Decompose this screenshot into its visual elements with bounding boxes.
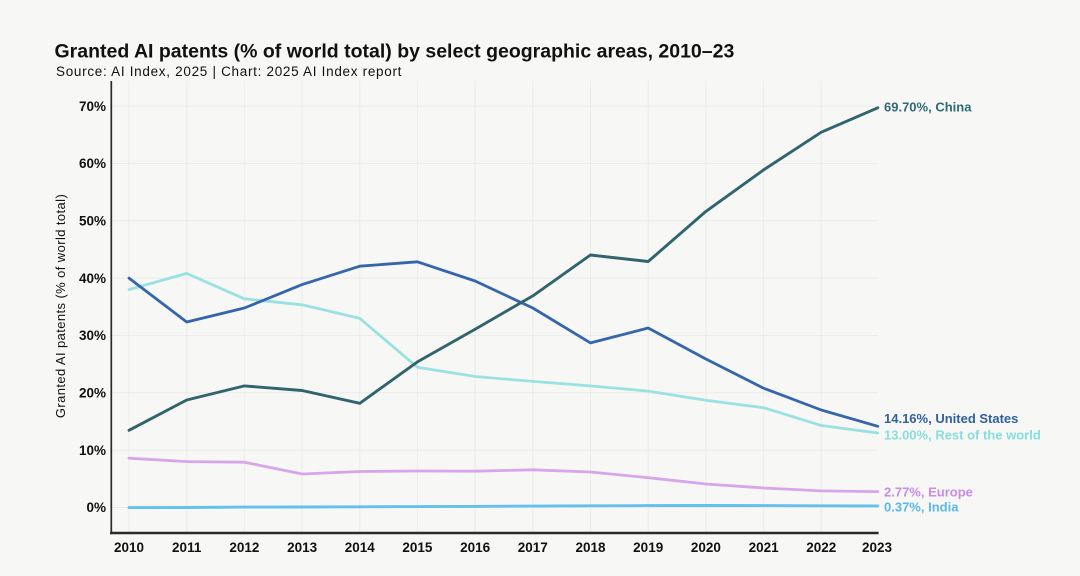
svg-text:2022: 2022	[806, 540, 836, 555]
svg-text:10%: 10%	[79, 443, 106, 458]
svg-text:2020: 2020	[691, 540, 721, 555]
svg-text:Source: AI Index, 2025 | Chart: Source: AI Index, 2025 | Chart: 2025 AI …	[56, 64, 402, 79]
svg-text:50%: 50%	[79, 214, 106, 229]
svg-text:2014: 2014	[345, 540, 376, 555]
svg-text:69.70%, China: 69.70%, China	[884, 100, 972, 115]
svg-text:0.37%, India: 0.37%, India	[884, 500, 959, 515]
svg-text:2013: 2013	[287, 540, 318, 555]
svg-text:70%: 70%	[79, 99, 106, 114]
svg-text:2015: 2015	[402, 540, 433, 555]
svg-text:0%: 0%	[86, 500, 106, 515]
svg-text:60%: 60%	[79, 156, 106, 171]
svg-text:2012: 2012	[229, 540, 259, 555]
svg-text:13.00%, Rest of the world: 13.00%, Rest of the world	[884, 428, 1041, 443]
svg-text:40%: 40%	[79, 271, 106, 286]
svg-text:2017: 2017	[518, 540, 548, 555]
svg-text:2.77%, Europe: 2.77%, Europe	[884, 484, 973, 499]
svg-text:Granted AI patents (% of world: Granted AI patents (% of world total) by…	[55, 41, 735, 63]
svg-text:2023: 2023	[862, 540, 893, 555]
svg-text:2021: 2021	[749, 540, 780, 555]
svg-text:2010: 2010	[114, 540, 144, 555]
svg-text:14.16%, United States: 14.16%, United States	[884, 411, 1018, 426]
svg-text:Granted AI patents (% of world: Granted AI patents (% of world total)	[53, 194, 68, 418]
svg-text:2011: 2011	[172, 540, 202, 555]
svg-text:20%: 20%	[79, 386, 106, 401]
svg-text:2018: 2018	[575, 540, 606, 555]
svg-text:2019: 2019	[633, 540, 663, 555]
svg-text:2016: 2016	[460, 540, 491, 555]
svg-text:30%: 30%	[79, 328, 106, 343]
